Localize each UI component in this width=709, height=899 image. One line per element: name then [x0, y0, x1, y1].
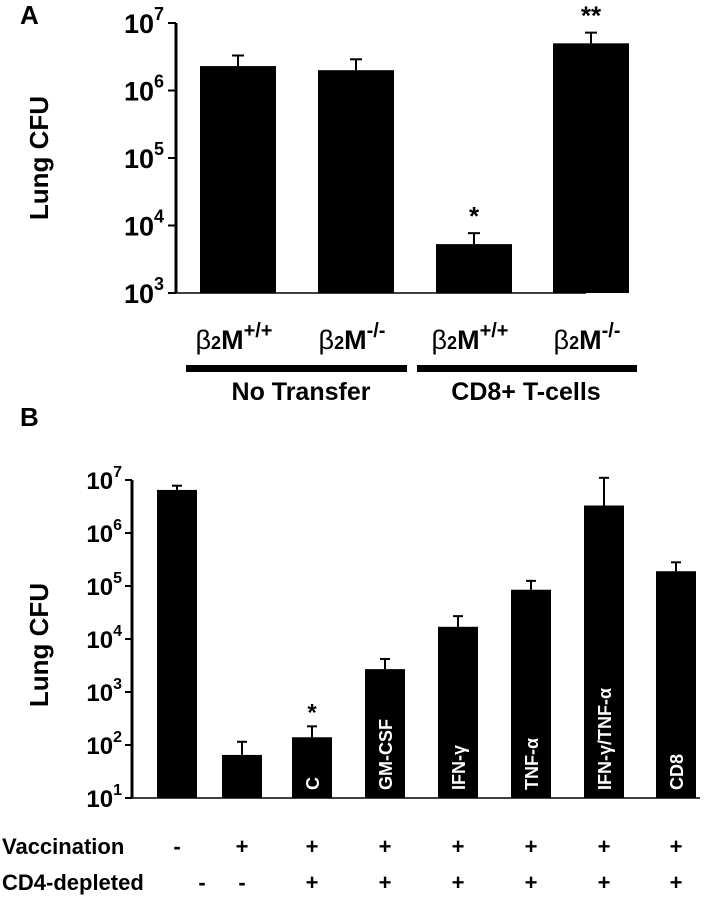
- significance-b-3: *: [307, 699, 317, 726]
- row-value-2-6: +: [525, 870, 538, 895]
- category-label-a-3: β2M+/+: [432, 320, 509, 355]
- panel-letter-a: A: [20, 0, 39, 30]
- row-value-2-5: +: [452, 870, 465, 895]
- row-value-2-1: -: [198, 870, 205, 895]
- bar-label-b-3: C: [303, 777, 323, 790]
- row-value-1-2: +: [236, 834, 249, 859]
- bar-b-8: [656, 571, 696, 798]
- row-value-1-3: +: [306, 834, 319, 859]
- bar-b-2: [222, 754, 262, 798]
- bar-label-b-5: IFN-γ: [449, 745, 469, 790]
- row-value-1-1: -: [173, 834, 180, 859]
- bar-a-1: [200, 66, 276, 293]
- y-tick-label-b: 106: [86, 517, 122, 548]
- y-tick-label-b: 104: [86, 623, 122, 654]
- category-label-a-2: β2M-/-: [319, 320, 386, 355]
- bar-a-4: [553, 43, 629, 294]
- bar-b-5: [438, 626, 478, 798]
- row-value-2-2: -: [238, 870, 245, 895]
- y-tick-label-a: 106: [124, 72, 164, 107]
- group-label-a-1: No Transfer: [232, 378, 371, 406]
- bar-label-b-7: IFN-γ/TNF-α: [595, 688, 615, 790]
- bar-b-3: [292, 737, 332, 798]
- row-value-1-5: +: [452, 834, 465, 859]
- bar-b-6: [511, 589, 551, 798]
- significance-a-4: **: [581, 1, 602, 31]
- row-value-1-4: +: [379, 834, 392, 859]
- bar-b-7: [584, 505, 624, 798]
- y-axis-label-b: Lung CFU: [24, 583, 54, 707]
- row-label-2: CD4-depleted: [2, 870, 144, 895]
- row-value-2-3: +: [306, 870, 319, 895]
- panel-b-chart: 101 102 103 104 105 106 107 Lung CFU * C GM-CSF IFN…: [2, 464, 700, 895]
- y-tick-label-b: 102: [86, 729, 122, 760]
- bar-label-b-4: GM-CSF: [376, 719, 396, 790]
- row-value-2-4: +: [379, 870, 392, 895]
- bar-a-2: [318, 70, 394, 293]
- bar-label-b-8: CD8: [667, 754, 687, 790]
- bar-b-4: [365, 669, 405, 798]
- y-tick-label-a: 104: [124, 207, 164, 242]
- row-value-1-8: +: [670, 834, 683, 859]
- row-label-1: Vaccination: [2, 834, 124, 859]
- bar-label-b-6: TNF-α: [522, 738, 542, 790]
- panel-letter-b: B: [20, 402, 39, 432]
- y-axis-label-a: Lung CFU: [24, 96, 54, 220]
- row-value-2-8: +: [670, 870, 683, 895]
- row-value-1-7: +: [598, 834, 611, 859]
- group-bar-a-2: [417, 365, 637, 372]
- y-tick-label-b: 103: [86, 676, 122, 707]
- y-tick-label-a: 105: [124, 139, 164, 174]
- y-tick-label-a: 107: [124, 4, 164, 39]
- category-label-a-4: β2M-/-: [554, 320, 621, 355]
- bar-a-3: [436, 244, 512, 293]
- category-label-a-1: β2M+/+: [196, 320, 273, 355]
- y-tick-label-a: 103: [124, 274, 164, 309]
- row-value-2-7: +: [598, 870, 611, 895]
- y-tick-label-b: 105: [86, 570, 122, 601]
- group-bar-a-1: [186, 365, 407, 372]
- group-label-a-2: CD8+ T-cells: [451, 378, 600, 406]
- row-value-1-6: +: [525, 834, 538, 859]
- y-tick-label-b: 107: [86, 464, 122, 495]
- y-tick-label-b: 101: [86, 782, 122, 813]
- bar-b-1: [157, 489, 197, 798]
- significance-a-3: *: [469, 201, 480, 231]
